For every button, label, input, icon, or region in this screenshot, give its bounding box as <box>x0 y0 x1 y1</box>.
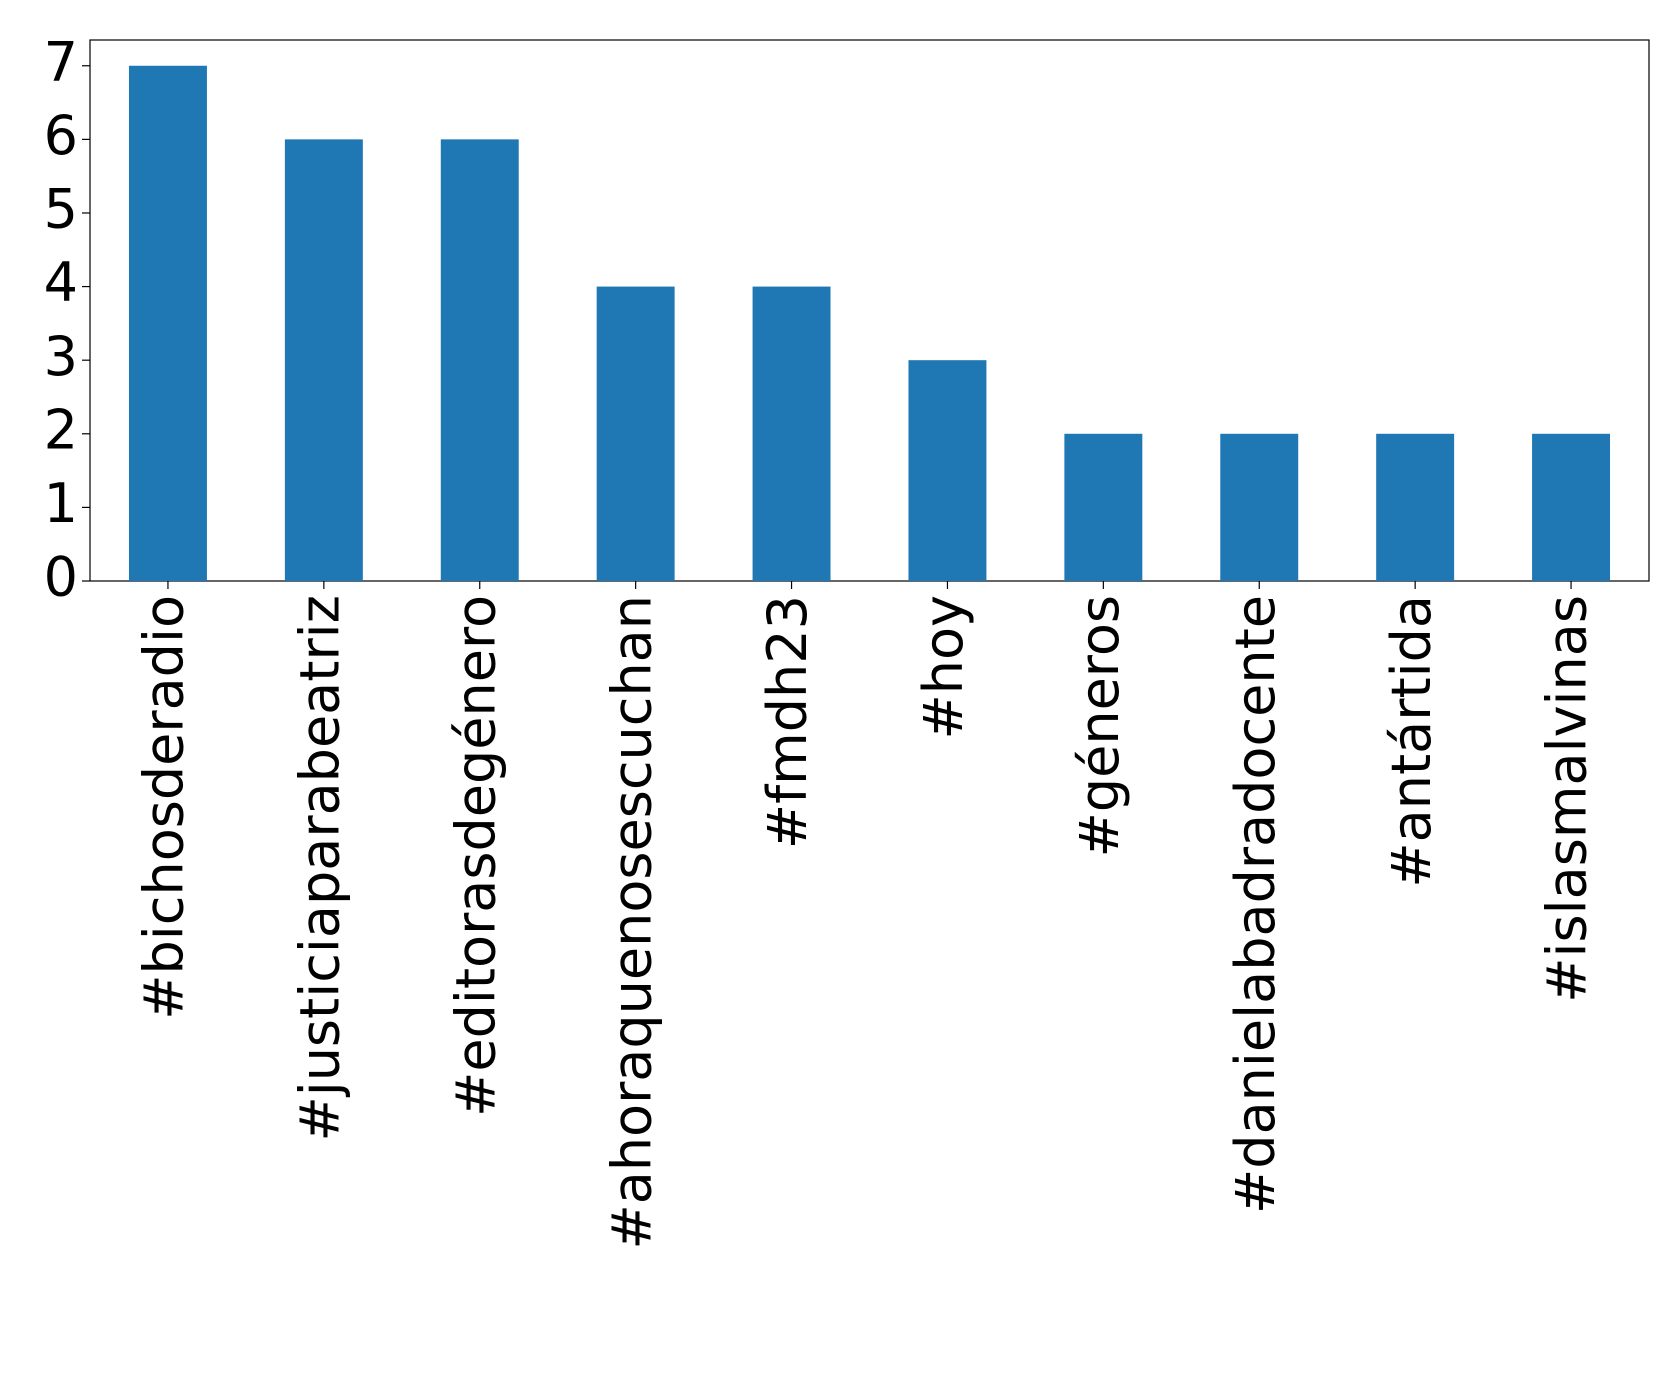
bar <box>284 139 363 581</box>
y-tick-label: 5 <box>44 178 78 241</box>
x-tick-label: #hoy <box>912 595 975 739</box>
x-tick-label: #géneros <box>1068 595 1131 857</box>
y-tick-label: 4 <box>44 251 78 314</box>
y-tick-label: 0 <box>44 546 78 609</box>
bar <box>752 286 831 581</box>
y-tick-label: 7 <box>44 30 78 93</box>
bar <box>1064 433 1143 581</box>
bar <box>1532 433 1611 581</box>
x-tick-label: #islasmalvinas <box>1536 595 1599 1003</box>
x-tick-label: #bichosderadio <box>133 595 196 1020</box>
bar <box>1220 433 1299 581</box>
x-tick-label: #antártida <box>1380 595 1443 888</box>
x-tick-label: #danielabadradocente <box>1224 595 1287 1214</box>
bar <box>908 360 987 581</box>
y-tick-label: 1 <box>44 472 78 535</box>
x-tick-label: #justiciaparabeatriz <box>288 595 351 1142</box>
y-tick-label: 3 <box>44 325 78 388</box>
y-tick-label: 6 <box>44 104 78 167</box>
y-tick-label: 2 <box>44 398 78 461</box>
x-tick-label: #ahoraquenosescuchan <box>600 595 663 1250</box>
plot-frame <box>89 39 1650 582</box>
bar <box>440 139 519 581</box>
bar <box>596 286 675 581</box>
x-tick-label: #fmdh23 <box>756 595 819 849</box>
x-tick-label: #editorasdegénero <box>444 595 507 1117</box>
bar <box>128 65 207 581</box>
bar <box>1376 433 1455 581</box>
